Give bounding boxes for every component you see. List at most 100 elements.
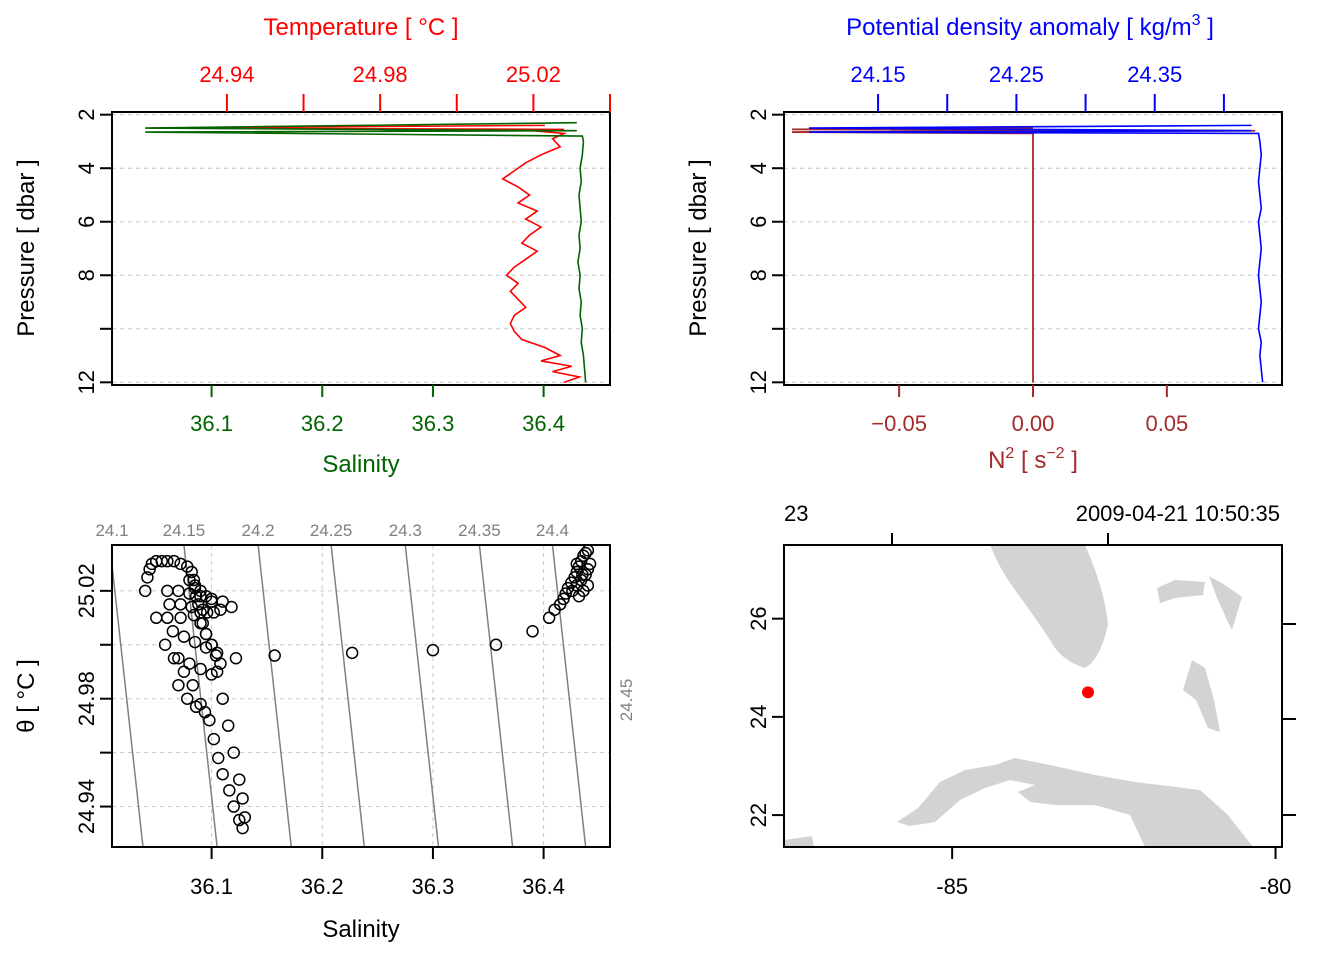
y-tick-label: 26 xyxy=(746,606,771,630)
x-tick-label: 36.3 xyxy=(412,874,455,899)
y-tick-label: 25.02 xyxy=(74,563,99,618)
y-axis-ticks: 2 4 6 8 12 xyxy=(746,109,784,395)
station-marker xyxy=(1081,686,1094,699)
florida-landmass xyxy=(990,545,1108,668)
ts-point xyxy=(233,773,246,786)
plot-frame xyxy=(111,111,611,386)
y-axis-ticks: 2 4 6 8 12 xyxy=(74,109,112,395)
ts-point xyxy=(185,565,198,579)
ts-point xyxy=(205,668,218,681)
ts-point xyxy=(214,657,227,670)
x-axis-ticks: 36.1 36.2 36.3 36.4 xyxy=(190,385,565,436)
grid-lines xyxy=(112,545,610,847)
n2-series xyxy=(792,127,1256,383)
ts-point xyxy=(236,821,249,835)
isopycnal-label: 24.25 xyxy=(310,521,353,540)
y-tick-label: 22 xyxy=(746,803,771,827)
salinity-axis-label: Salinity xyxy=(322,916,399,943)
ts-point xyxy=(172,652,185,665)
temperature-axis-title: Temperature [ °C ] xyxy=(264,14,459,41)
longitude-ticks: -85 -80 xyxy=(936,847,1291,899)
isopycnal-label: 24.35 xyxy=(458,521,501,540)
x-tick-label: -85 xyxy=(936,874,968,899)
profile-ts-panel: 36.1 36.2 36.3 36.4 24.94 24.98 25.02 246812 … xyxy=(13,14,611,478)
salinity-axis-label: Salinity xyxy=(322,451,399,478)
ts-point xyxy=(216,767,229,781)
ts-point xyxy=(174,598,187,611)
ts-point xyxy=(174,557,187,571)
ts-point xyxy=(205,595,218,608)
ts-point xyxy=(526,625,539,638)
ts-point xyxy=(167,554,181,568)
ts-point xyxy=(187,573,201,587)
x-tick-label: -80 xyxy=(1260,874,1292,899)
isopycnal-lines xyxy=(112,545,587,847)
top-tick-label: 24.25 xyxy=(989,62,1044,87)
top-tick-label: 24.98 xyxy=(353,62,408,87)
station-id-label: 23 xyxy=(784,501,808,526)
profile-density-panel: −0.05 0.00 0.05 24.15 24.25 24.35 2 4 6 8 12 Pot… xyxy=(685,12,1283,474)
top-tick-label: 25.02 xyxy=(506,62,561,87)
ts-point xyxy=(489,638,503,652)
top-tick-label: 24.94 xyxy=(199,62,254,87)
temperature-line xyxy=(150,124,583,384)
ts-point xyxy=(557,592,570,606)
density-series xyxy=(808,124,1264,383)
ts-point xyxy=(138,584,152,598)
ts-point xyxy=(426,643,440,657)
x-tick-label: 36.2 xyxy=(301,874,344,899)
top-axis-ticks: 24.94 24.98 25.02 xyxy=(199,62,611,112)
ts-point xyxy=(194,616,207,630)
temperature-series xyxy=(150,124,583,384)
top-axis-ticks: 24.15 24.25 24.35 xyxy=(851,62,1225,112)
ts-point xyxy=(211,751,225,765)
ts-point xyxy=(163,598,176,611)
ts-point xyxy=(177,630,191,643)
cuba-landmass xyxy=(897,758,1253,847)
ts-point xyxy=(268,649,281,662)
isopycnal-label: 24.1 xyxy=(95,521,128,540)
ts-point xyxy=(579,546,592,560)
isopycnal-label: 24.2 xyxy=(242,521,275,540)
grid-lines xyxy=(112,114,610,383)
n2-line xyxy=(792,127,1256,383)
isopycnal-label: 24.4 xyxy=(536,521,569,540)
x-tick-label: 36.4 xyxy=(522,411,565,436)
ts-point xyxy=(216,692,229,705)
y-tick-label: 12 xyxy=(746,370,771,394)
ts-point xyxy=(188,635,202,649)
ts-point xyxy=(576,568,589,581)
x-tick-label: 36.4 xyxy=(522,874,565,899)
ts-point xyxy=(181,692,194,705)
n2-axis-label: N2 [ s−2 ] xyxy=(988,445,1078,474)
y-tick-label: 24.98 xyxy=(74,671,99,726)
n2-label-end: ] xyxy=(1065,447,1078,474)
isopycnal-label: 24.45 xyxy=(617,679,636,722)
plot-frame xyxy=(111,544,611,848)
isopycnal-labels: 24.1 24.15 24.2 24.25 24.3 24.35 24.4 24.45 xyxy=(95,521,636,721)
n2-label-sup2: −2 xyxy=(1046,445,1064,462)
ts-point xyxy=(236,792,249,805)
y-tick-label: 24.94 xyxy=(74,779,99,834)
ts-point xyxy=(221,719,235,732)
ts-point xyxy=(150,611,163,625)
ts-point xyxy=(161,554,174,568)
salinity-line xyxy=(145,121,587,383)
isopycnal-line xyxy=(112,558,144,847)
x-tick-label: 0.05 xyxy=(1145,411,1188,436)
isopycnal-label: 24.3 xyxy=(389,521,422,540)
n2-label-mid: [ s xyxy=(1014,447,1046,474)
ts-point xyxy=(172,678,185,692)
ts-point xyxy=(227,800,240,813)
ts-point xyxy=(581,579,595,592)
ts-point xyxy=(189,700,203,714)
salinity-series xyxy=(145,121,587,383)
y-tick-label: 4 xyxy=(746,162,771,174)
n2-label-text: N xyxy=(988,447,1005,474)
ts-point xyxy=(161,611,174,625)
ts-point xyxy=(198,705,212,719)
isopycnal-line xyxy=(257,545,293,847)
ts-point xyxy=(207,606,221,619)
density-axis-title: Potential density anomaly [ kg/m3 ] xyxy=(846,12,1214,41)
ts-point xyxy=(194,662,207,676)
